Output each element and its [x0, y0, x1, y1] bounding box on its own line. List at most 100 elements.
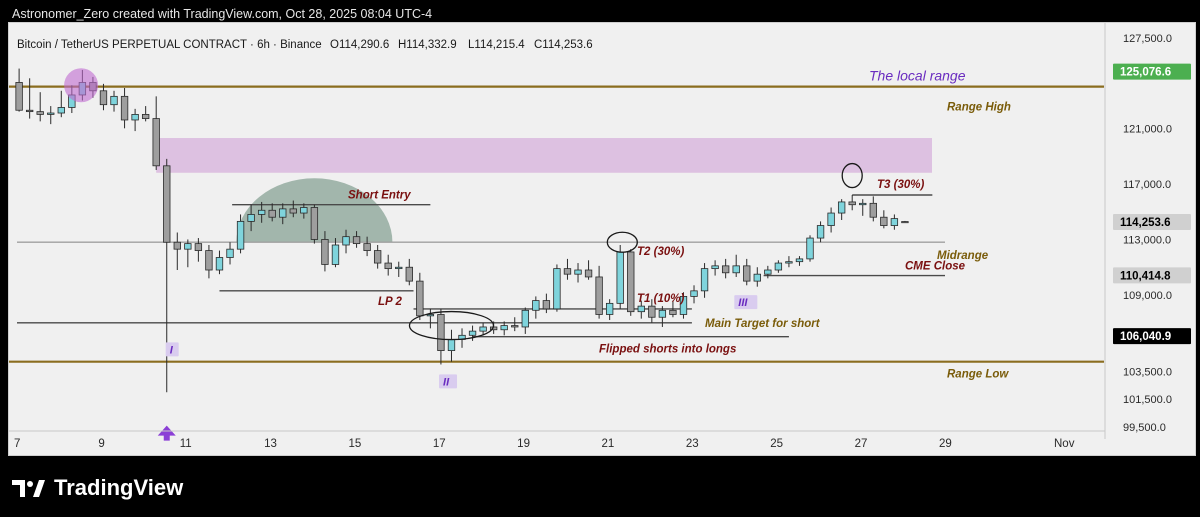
candle-body[interactable]: [257, 209, 266, 215]
candle-body[interactable]: [511, 325, 519, 328]
candle-body[interactable]: [141, 114, 150, 119]
candle-body[interactable]: [99, 90, 108, 106]
candle-body[interactable]: [595, 276, 603, 315]
candle-body[interactable]: [416, 280, 424, 317]
candle-body[interactable]: [753, 273, 761, 282]
candle-body[interactable]: [384, 262, 392, 270]
time-tick-label: 21: [602, 438, 615, 450]
candle-body[interactable]: [215, 257, 224, 271]
candle-body[interactable]: [690, 290, 698, 297]
candle-body[interactable]: [152, 118, 160, 167]
candle-body[interactable]: [226, 248, 234, 258]
candle-body[interactable]: [184, 243, 192, 250]
time-tick-label: 9: [98, 438, 104, 450]
ohlc-open: O114,290.6: [330, 39, 389, 51]
tradingview-logo[interactable]: TradingView: [12, 475, 184, 500]
candle-body[interactable]: [648, 305, 656, 318]
candle-body[interactable]: [247, 214, 255, 222]
candle-body[interactable]: [468, 330, 477, 336]
candle-body[interactable]: [173, 241, 181, 250]
candle-body[interactable]: [816, 225, 825, 239]
candle-body[interactable]: [437, 314, 445, 351]
candle-body[interactable]: [479, 326, 487, 332]
tradingview-brand: TradingView: [54, 475, 184, 500]
candle-body[interactable]: [321, 239, 329, 265]
candle-body[interactable]: [120, 95, 129, 121]
candle-body[interactable]: [669, 309, 677, 315]
time-tick-label: 29: [939, 438, 952, 450]
candle-body[interactable]: [521, 309, 529, 328]
candle-body[interactable]: [352, 236, 361, 245]
symbol-title[interactable]: Bitcoin / TetherUS PERPETUAL CONTRACT · …: [17, 39, 322, 51]
candle-body[interactable]: [563, 268, 572, 275]
candle-body[interactable]: [637, 305, 645, 313]
candle-body[interactable]: [236, 220, 245, 250]
candle-body[interactable]: [658, 309, 667, 318]
candle-body[interactable]: [57, 107, 65, 114]
candle-body[interactable]: [901, 221, 909, 224]
chart-frame[interactable]: Range High Range Low The local range Short …: [8, 22, 1196, 456]
candle-body[interactable]: [163, 165, 171, 243]
candle-body[interactable]: [289, 208, 297, 214]
price-axis-bg: [1105, 23, 1195, 455]
candle-body[interactable]: [553, 268, 561, 310]
candle-body[interactable]: [679, 296, 688, 315]
candle-body[interactable]: [848, 201, 856, 206]
candle-body[interactable]: [25, 109, 34, 113]
candle-body[interactable]: [310, 207, 319, 240]
wave-3-marker-bg: [734, 295, 758, 310]
candle-body[interactable]: [827, 212, 835, 226]
candle-body[interactable]: [584, 269, 593, 278]
price-tick-label: 113,000.0: [1123, 234, 1171, 246]
flipped-label: Flipped shorts into longs: [599, 344, 736, 356]
candle-body[interactable]: [131, 114, 139, 121]
candle-body[interactable]: [806, 237, 814, 260]
candle-body[interactable]: [732, 265, 740, 274]
top-highlight-circle: [64, 68, 99, 103]
candle-body[interactable]: [300, 207, 308, 214]
candle-body[interactable]: [447, 339, 456, 351]
candle-body[interactable]: [605, 302, 614, 315]
price-axis: 127,500.0 121,000.0 117,000.0 113,000.0 109,…: [1104, 23, 1195, 455]
candlestick-chart[interactable]: Range High Range Low The local range Short …: [9, 23, 1195, 455]
candle-body[interactable]: [890, 218, 899, 226]
candle-body[interactable]: [574, 269, 582, 275]
time-tick-label: 13: [264, 438, 277, 450]
candle-body[interactable]: [331, 244, 340, 265]
candle-body[interactable]: [774, 262, 783, 271]
candle-body[interactable]: [194, 243, 203, 251]
candle-body[interactable]: [869, 202, 877, 218]
price-badge-label: 110,414.8: [1120, 270, 1171, 282]
candle-body[interactable]: [859, 202, 867, 206]
candle-body[interactable]: [110, 95, 118, 106]
candle-body[interactable]: [342, 236, 350, 246]
candle-body[interactable]: [532, 300, 540, 311]
candle-body[interactable]: [395, 266, 403, 270]
candle-body[interactable]: [743, 265, 751, 282]
candle-body[interactable]: [711, 265, 719, 270]
candle-body[interactable]: [721, 265, 730, 274]
candle-body[interactable]: [15, 82, 23, 111]
candle-body[interactable]: [837, 201, 846, 214]
time-tick-label: 19: [517, 438, 530, 450]
candle-body[interactable]: [47, 112, 55, 115]
candle-body[interactable]: [500, 325, 508, 331]
candle-body[interactable]: [205, 250, 213, 271]
candle-body[interactable]: [700, 268, 709, 292]
candle-body[interactable]: [405, 266, 413, 282]
candle-body[interactable]: [795, 258, 804, 263]
candle-body[interactable]: [36, 111, 44, 115]
candle-body[interactable]: [764, 269, 772, 275]
candle-body[interactable]: [542, 300, 551, 310]
candle-body[interactable]: [268, 209, 276, 218]
candle-body[interactable]: [426, 314, 435, 317]
footer-bar: TradingView: [8, 456, 1196, 517]
time-tick-label: 7: [14, 438, 20, 450]
candle-body[interactable]: [279, 208, 287, 218]
candle-body[interactable]: [785, 261, 793, 264]
candle-body[interactable]: [880, 216, 888, 226]
candle-body[interactable]: [363, 243, 371, 251]
candle-body[interactable]: [627, 251, 635, 313]
candle-body[interactable]: [616, 251, 624, 304]
candle-body[interactable]: [373, 250, 382, 264]
